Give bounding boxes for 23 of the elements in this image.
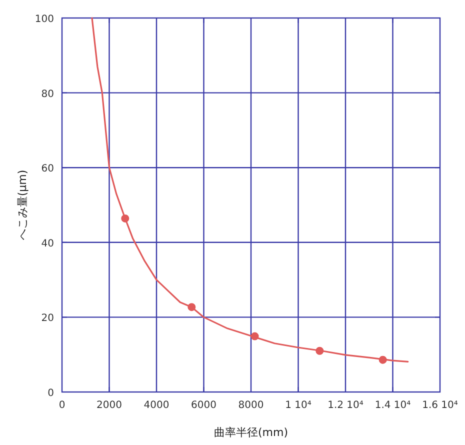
- y-tick-label: 20: [41, 313, 54, 324]
- point: [378, 356, 387, 364]
- y-tick-label: 60: [41, 164, 54, 175]
- y-tick-label: 40: [41, 238, 54, 250]
- x-tick-label: 8000: [238, 400, 264, 411]
- x-tick-label: 4000: [144, 400, 170, 411]
- point: [316, 346, 324, 355]
- x-axis-title: 曲率半径(mm): [214, 426, 288, 439]
- y-tick-label: 100: [34, 14, 54, 25]
- x-tick-label: 2000: [96, 400, 122, 411]
- x-tick-label: 0: [58, 400, 66, 411]
- x-tick-label: 6000: [191, 400, 216, 411]
- x-tick-label: 1.6 10⁴: [422, 400, 458, 411]
- x-tick-label: 1.2 10⁴: [328, 400, 364, 411]
- x-tick-label: 1 10⁴: [285, 400, 312, 411]
- x-tick-label: 1.4 10⁴: [374, 400, 411, 411]
- point: [121, 214, 130, 222]
- y-tick-label: 0: [48, 388, 54, 399]
- point: [250, 332, 259, 340]
- y-tick-label: 80: [41, 88, 54, 100]
- point: [188, 303, 196, 312]
- line-series: [91, 17, 409, 363]
- y-axis-title: へこみ量(μm): [16, 170, 29, 240]
